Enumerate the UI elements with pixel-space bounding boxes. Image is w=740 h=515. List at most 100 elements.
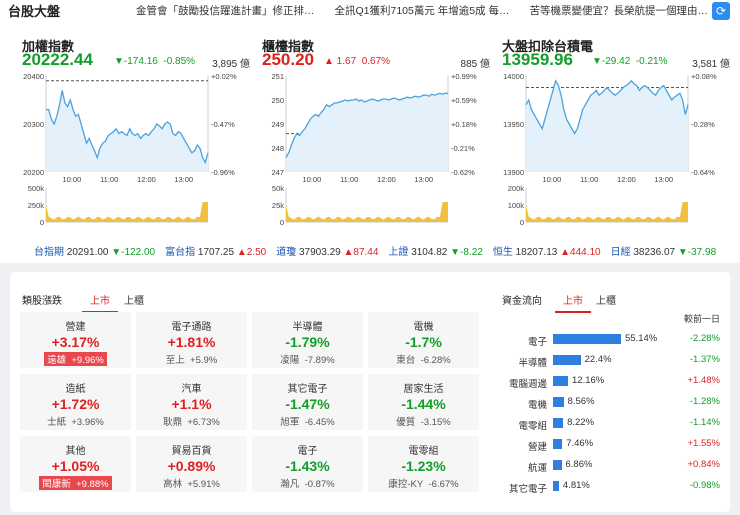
y-tick-label: 13950 — [503, 120, 524, 129]
time-tick-label: 12:00 — [137, 175, 156, 184]
sector-cell[interactable]: 營建 +3.17% 遠雄 +9.96% — [20, 312, 131, 368]
y-tick-label: 250 — [271, 96, 284, 105]
pct-tick-label: +0.59% — [451, 96, 477, 105]
pct-tick-label: +0.08% — [691, 72, 717, 81]
chart-title: 大盤扣除台積電 — [502, 39, 594, 54]
sector-cell[interactable]: 電子 -1.43% 瀚凡 -0.87% — [252, 436, 363, 492]
sector-change: -1.43% — [285, 458, 330, 474]
sector-cell[interactable]: 汽車 +1.1% 耿鼎 +6.73% — [136, 374, 247, 430]
flow-row[interactable]: 航運 6.86% +0.84% — [505, 458, 730, 474]
time-tick-label: 11:00 — [580, 175, 598, 184]
y-tick-label: 14000 — [503, 72, 524, 81]
flow-row[interactable]: 其它電子 4.81% -0.98% — [505, 479, 730, 495]
volume-bars — [526, 202, 688, 222]
y-tick-label: 20200 — [23, 168, 44, 177]
ticker-item[interactable]: 富台指 1707.25 ▲2.50 — [165, 243, 266, 258]
flow-sector-name: 電腦週邊 — [508, 379, 547, 390]
sector-cell[interactable]: 居家生活 -1.44% 優質 -3.15% — [368, 374, 479, 430]
flow-percent: 8.56% — [567, 396, 595, 407]
time-tick-label: 13:00 — [174, 175, 193, 184]
flow-sector-name: 航運 — [527, 463, 547, 474]
ticker-item[interactable]: 上證 3104.82 ▼-8.22 — [388, 243, 482, 258]
top-stock: 瀚凡 -0.87% — [280, 479, 335, 490]
tab-flow-listed[interactable]: 上市 — [555, 292, 591, 313]
flow-row[interactable]: 電子 55.14% -2.28% — [505, 332, 730, 348]
sector-cell[interactable]: 電子通路 +1.81% 至上 +5.9% — [136, 312, 247, 368]
sector-cell[interactable]: 造紙 +1.72% 士紙 +3.96% — [20, 374, 131, 430]
flow-sector-name: 其它電子 — [508, 484, 547, 495]
ticker-change: ▼-37.98 — [677, 246, 717, 258]
ticker-item[interactable]: 台指期 20291.00 ▼-122.00 — [34, 243, 155, 258]
price-area — [286, 93, 448, 172]
ticker-change: ▼-8.22 — [450, 246, 483, 258]
flow-column-header: 較前一日 — [683, 314, 720, 324]
top-stock: 凌陽 -7.89% — [280, 355, 335, 366]
price-area — [46, 90, 208, 172]
flow-change: +0.84% — [687, 459, 721, 470]
sector-cell[interactable]: 半導體 -1.79% 凌陽 -7.89% — [252, 312, 363, 368]
sector-change: +1.72% — [51, 396, 100, 412]
market-overview: 台股大盤 金管會「鼓勵投信躍進計畫」修正排… 全訊Q1獲利7105萬元 年增逾5… — [0, 0, 740, 263]
ex-tsmc-chart[interactable]: 大盤扣除台積電 13959.96 ▼-29.42 -0.21% 3,581 億 … — [502, 30, 730, 230]
top-stock: 至上 +5.9% — [165, 355, 218, 366]
ticker-value: 37903.29 — [298, 246, 341, 258]
flow-title: 資金流向 — [502, 296, 542, 307]
y-tick-label: 20400 — [23, 72, 44, 81]
taiex-chart[interactable]: 加權指數 20222.44 ▼-174.16 -0.85% 3,895 億 20… — [22, 30, 250, 230]
sector-cell[interactable]: 其他 +1.05% 閎康新 +9.88% — [20, 436, 131, 492]
otc-chart[interactable]: 櫃檯指數 250.20 ▲ 1.67 0.67% 885 億 251 250 249… — [262, 30, 490, 230]
top-stock: 東台 -6.28% — [396, 355, 451, 366]
flow-change: -1.28% — [689, 396, 720, 407]
refresh-icon[interactable]: ⟳ — [712, 2, 730, 20]
news-link[interactable]: 全訊Q1獲利7105萬元 年增逾5成 每… — [334, 4, 510, 17]
global-index-ticker: 台指期 20291.00 ▼-122.00 富台指 1707.25 ▲2.50 道瓊… — [0, 242, 740, 258]
ticker-item[interactable]: 恒生 18207.13 ▲444.10 — [493, 243, 601, 258]
ticker-change: ▲444.10 — [560, 246, 601, 258]
time-tick-label: 12:00 — [617, 175, 636, 184]
sector-cell[interactable]: 電機 -1.7% 東台 -6.28% — [368, 312, 479, 368]
sector-name: 營建 — [65, 322, 86, 333]
sector-name: 電子通路 — [171, 322, 212, 333]
chart-title: 加權指數 — [22, 39, 75, 54]
flow-percent: 12.16% — [572, 375, 605, 386]
sector-cell[interactable]: 貿易百貨 +0.89% 高林 +5.91% — [136, 436, 247, 492]
flow-change: -1.14% — [689, 417, 720, 428]
ticker-item[interactable]: 道瓊 37903.29 ▲87.44 — [276, 243, 378, 258]
tab-sector-listed[interactable]: 上市 — [82, 292, 118, 313]
pct-tick-label: -0.21% — [451, 144, 475, 153]
sector-change: +1.81% — [167, 334, 216, 350]
y-tick-label: 251 — [271, 72, 284, 81]
sector-change: -1.44% — [401, 396, 446, 412]
flow-row[interactable]: 電零組 8.22% -1.14% — [505, 416, 730, 432]
news-link[interactable]: 苦等機票變便宜？長榮航提一個理由… — [529, 4, 709, 17]
ticker-item[interactable]: 日經 38236.07 ▼-37.98 — [611, 243, 717, 258]
flow-row[interactable]: 半導體 22.4% -1.37% — [505, 353, 730, 369]
pct-tick-label: -0.62% — [451, 168, 475, 177]
flow-row[interactable]: 電機 8.56% -1.28% — [505, 395, 730, 411]
price-line — [525, 79, 689, 135]
sector-cell[interactable]: 電零組 -1.23% 康控-KY -6.67% — [368, 436, 479, 492]
top-stock: 高林 +5.91% — [163, 479, 220, 490]
tab-flow-otc[interactable]: 上櫃 — [596, 296, 616, 307]
time-tick-label: 11:00 — [100, 175, 118, 184]
flow-sector-name: 營建 — [527, 442, 547, 453]
index-value: 20222.44 — [22, 50, 93, 69]
bottom-panel: 類股漲跌 上市 上櫃 營建 +3.17% 遠雄 +9.96% 電子通路 +1.81… — [10, 272, 730, 512]
sector-cell[interactable]: 其它電子 -1.47% 旭軍 -6.45% — [252, 374, 363, 430]
intraday-chart: 251 250 249 248 247 +0.99% +0.59% +0.18% -0.21% -… — [271, 72, 477, 227]
ticker-value: 38236.07 — [633, 246, 676, 258]
ticker-value: 3104.82 — [411, 246, 448, 258]
flow-row[interactable]: 營建 7.46% +1.55% — [505, 437, 730, 453]
pct-tick-label: +0.18% — [451, 120, 477, 129]
flow-bar — [553, 481, 559, 491]
ticker-value: 20291.00 — [66, 246, 109, 258]
flow-row[interactable]: 電腦週邊 12.16% +1.48% — [505, 374, 730, 390]
index-change: ▼-174.16 -0.85% — [114, 56, 196, 67]
flow-percent: 6.86% — [565, 459, 593, 470]
ticker-label: 台指期 — [34, 246, 64, 258]
time-tick-label: 11:00 — [340, 175, 358, 184]
page-title: 台股大盤 — [8, 3, 61, 19]
news-link[interactable]: 金管會「鼓勵投信躍進計畫」修正排… — [136, 4, 315, 17]
tab-sector-otc[interactable]: 上櫃 — [124, 296, 144, 307]
y-tick-label: 20300 — [23, 120, 44, 129]
